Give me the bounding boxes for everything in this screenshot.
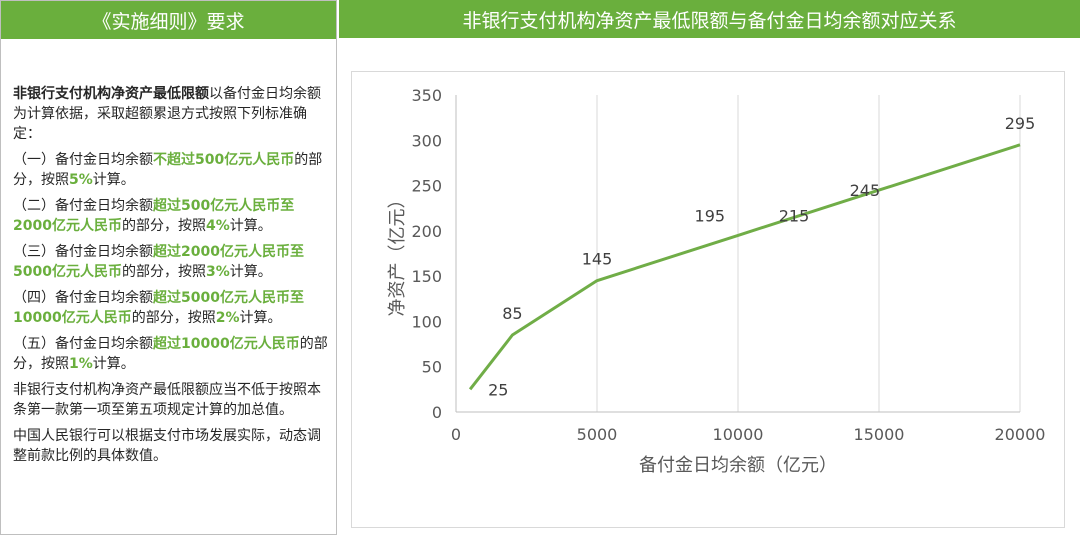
line-chart: 0 50 100 150 200 250 300 350 0 5000 10000 15000 2000… bbox=[387, 86, 1046, 476]
y-tick-label: 350 bbox=[411, 86, 442, 105]
rule-threshold: 超过2000亿元人民币至5000亿元人民币 bbox=[13, 244, 304, 280]
requirements-body: 非银行支付机构净资产最低限额以备付金日均余额为计算依据，采取超额累退方式按照下列… bbox=[1, 39, 336, 466]
y-tick-label: 300 bbox=[411, 131, 442, 150]
data-label: 245 bbox=[850, 181, 881, 200]
intro-paragraph: 非银行支付机构净资产最低限额以备付金日均余额为计算依据，采取超额累退方式按照下列… bbox=[13, 84, 328, 144]
rule-suffix: 计算。 bbox=[229, 218, 272, 234]
rule-rate: 5% bbox=[69, 172, 93, 188]
data-label: 215 bbox=[779, 206, 810, 225]
y-tick-label: 50 bbox=[422, 358, 442, 377]
rule-rate: 2% bbox=[215, 310, 240, 326]
data-label: 25 bbox=[488, 380, 508, 399]
rule-item-2: （二）备付金日均余额超过500亿元人民币至2000亿元人民币的部分，按照4%计算… bbox=[13, 196, 328, 236]
rule-suffix: 计算。 bbox=[239, 310, 282, 326]
rule-middle: 的部分，按照 bbox=[121, 218, 206, 234]
x-tick-label: 5000 bbox=[577, 425, 618, 444]
series-line bbox=[468, 143, 1021, 391]
rule-rate: 4% bbox=[205, 218, 230, 234]
y-tick-label: 200 bbox=[411, 222, 442, 241]
intro-text: 以备付金日均余额为计算依据，采取超额累退方式按照下列标准确定： bbox=[13, 86, 321, 142]
rule-middle: 的部分，按照 bbox=[121, 264, 206, 280]
y-tick-label: 150 bbox=[411, 267, 442, 286]
requirements-title: 《实施细则》要求 bbox=[1, 1, 336, 39]
y-axis-title: 净资产（亿元） bbox=[387, 191, 408, 317]
x-tick-label: 10000 bbox=[713, 425, 764, 444]
rule-middle: 的部分，按照 bbox=[131, 310, 216, 326]
rule-middle: 的部分，按照 bbox=[13, 152, 323, 188]
rule-suffix: 计算。 bbox=[92, 172, 135, 188]
data-label: 85 bbox=[502, 304, 522, 323]
x-tick-label: 20000 bbox=[995, 425, 1046, 444]
rule-item-1: （一）备付金日均余额不超过500亿元人民币的部分，按照5%计算。 bbox=[13, 150, 328, 190]
rule-threshold: 超过500亿元人民币至2000亿元人民币 bbox=[13, 198, 295, 234]
x-tick-label: 15000 bbox=[854, 425, 905, 444]
rule-prefix: （三）备付金日均余额 bbox=[13, 244, 153, 260]
intro-bold: 非银行支付机构净资产最低限额 bbox=[13, 86, 209, 102]
chart-frame: 0 50 100 150 200 250 300 350 0 5000 10000 15000 2000… bbox=[351, 71, 1065, 528]
requirements-panel: 《实施细则》要求 非银行支付机构净资产最低限额以备付金日均余额为计算依据，采取超… bbox=[0, 0, 337, 535]
rule-rate: 1% bbox=[69, 356, 93, 372]
rule-middle: 的部分，按照 bbox=[13, 336, 328, 372]
closing-paragraph: 非银行支付机构净资产最低限额应当不低于按照本条第一款第一项至第五项规定计算的加总… bbox=[13, 382, 321, 418]
y-tick-label: 100 bbox=[411, 312, 442, 331]
chart-header: 非银行支付机构净资产最低限额与备付金日均余额对应关系 bbox=[339, 0, 1080, 38]
rule-suffix: 计算。 bbox=[92, 356, 135, 372]
rule-prefix: （五）备付金日均余额 bbox=[13, 336, 153, 352]
y-tick-label: 250 bbox=[411, 177, 442, 196]
footer-paragraph: 中国人民银行可以根据支付市场发展实际，动态调整前款比例的具体数值。 bbox=[13, 428, 321, 464]
rule-prefix: （四）备付金日均余额 bbox=[13, 290, 153, 306]
rule-item-3: （三）备付金日均余额超过2000亿元人民币至5000亿元人民币的部分，按照3%计… bbox=[13, 242, 328, 282]
data-label: 295 bbox=[1005, 114, 1036, 133]
rule-rate: 3% bbox=[205, 264, 230, 280]
rule-item-5: （五）备付金日均余额超过10000亿元人民币的部分，按照1%计算。 bbox=[13, 334, 328, 374]
y-tick-label: 0 bbox=[432, 403, 442, 422]
rule-suffix: 计算。 bbox=[229, 264, 272, 280]
rule-threshold: 不超过500亿元人民币 bbox=[153, 152, 295, 168]
rule-threshold: 超过5000亿元人民币至10000亿元人民币 bbox=[13, 290, 304, 326]
rule-prefix: （二）备付金日均余额 bbox=[13, 198, 153, 214]
rule-item-4: （四）备付金日均余额超过5000亿元人民币至10000亿元人民币的部分，按照2%… bbox=[13, 288, 328, 328]
rule-prefix: （一）备付金日均余额 bbox=[13, 152, 153, 168]
x-tick-label: 0 bbox=[451, 425, 461, 444]
data-label: 145 bbox=[582, 250, 613, 269]
data-label: 195 bbox=[695, 206, 726, 225]
rule-threshold: 超过10000亿元人民币 bbox=[153, 336, 300, 352]
x-axis-title: 备付金日均余额（亿元） bbox=[639, 455, 837, 476]
